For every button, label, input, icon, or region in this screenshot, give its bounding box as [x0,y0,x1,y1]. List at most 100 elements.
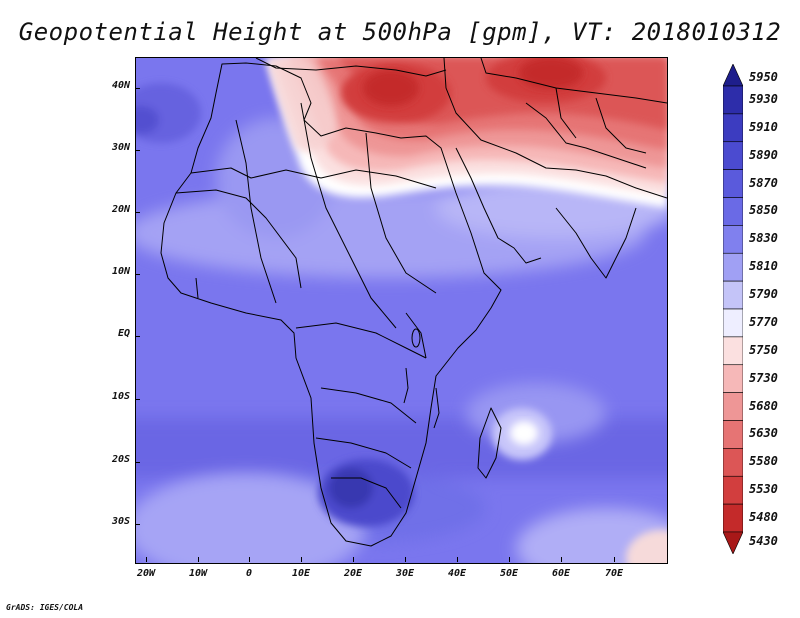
border-southern-b [315,437,412,469]
lon-tick-40e [457,557,458,562]
colorbar-label: 5830 [749,231,778,246]
lake-victoria [411,328,421,348]
border-sahel [190,167,437,189]
border-great-lakes [405,312,427,359]
madagascar-high [492,408,552,460]
lat-tick-20n [135,212,140,213]
colorbar-label: 5950 [749,70,778,85]
lon-label-0: 0 [245,568,253,579]
border-central-b [365,132,437,294]
lake-tanganyika [403,367,409,404]
lat-label-eq: EQ [117,328,130,339]
geopotential-field [136,58,667,563]
colorbar-label: 5810 [749,259,778,274]
border-equatorial [295,322,427,359]
lon-label-10w: 10W [188,568,208,579]
lat-tick-30n [135,150,140,151]
colorbar-label: 5730 [749,370,778,385]
lat-tick-eq [135,336,140,337]
colorbar-label: 5870 [749,175,778,190]
lon-label-40e: 40E [447,568,467,579]
colorbar-segment [723,420,743,449]
border-southern-c [331,477,402,509]
lat-label-10s: 10S [111,391,130,402]
colorbar-segment [723,364,743,393]
lake-volta [195,277,199,299]
border-central-a [300,102,397,329]
lat-label-30n: 30N [111,142,130,153]
colorbar-label: 5930 [749,91,778,106]
red-sea-coast [455,147,542,264]
chart-title: Geopotential Height at 500hPa [gpm], VT:… [18,18,782,46]
mediterranean-north [255,58,447,77]
lat-label-40n: 40N [111,80,130,91]
colorbar-label: 5630 [749,426,778,441]
colorbar-label: 5480 [749,510,778,525]
lon-tick-50e [509,557,510,562]
colorbar-label: 5430 [749,533,778,548]
colorbar-segment [723,169,743,198]
coastlines [160,58,667,547]
lon-tick-60e [561,557,562,562]
arabia-asia-coast [443,58,667,199]
colorbar-segment [723,503,743,533]
colorbar-segment [723,252,743,282]
lon-label-30e: 30E [395,568,415,579]
africa-coastline [160,62,502,547]
border-west-sahara [235,119,277,304]
northern-trough [266,58,667,208]
colorbar-segment [723,308,743,338]
colorbar-label: 5890 [749,147,778,162]
lon-tick-20e [353,557,354,562]
lon-tick-20w [146,557,147,562]
colorbar-segment [723,280,743,310]
colorbar-label: 5750 [749,342,778,357]
border-southern-a [320,387,417,424]
lat-label-30s: 30S [111,516,130,527]
colorbar-segment [723,141,743,170]
colorbar-label: 5580 [749,454,778,469]
colorbar-segment [723,113,743,143]
lon-label-20w: 20W [136,568,156,579]
lat-tick-40n [135,88,140,89]
border-west-africa-a [175,189,302,289]
lat-tick-10s [135,399,140,400]
colorbar-segment [723,197,743,226]
southeast-warm-patch [626,530,667,563]
lon-tick-10e [301,557,302,562]
lat-tick-30s [135,524,140,525]
western-pocket [136,83,201,143]
lon-label-70e: 70E [604,568,624,579]
border-iran [595,97,647,154]
colorbar-label: 5530 [749,482,778,497]
colorbar-label: 5770 [749,314,778,329]
india-coast [555,207,637,279]
lon-tick-30e [405,557,406,562]
lake-malawi [433,387,440,429]
lat-label-20s: 20S [111,454,130,465]
colorbar-segment [723,85,743,115]
colorbar-label: 5910 [749,119,778,134]
colorbar [723,64,743,554]
colorbar-segment [723,392,743,421]
lon-label-60e: 60E [551,568,571,579]
colorbar-segment [723,64,743,87]
border-middle-east [525,102,647,169]
colorbar-segment [723,336,743,366]
lat-label-20n: 20N [111,204,130,215]
lat-tick-20s [135,462,140,463]
madagascar-coast [477,407,502,479]
colorbar-label: 5850 [749,203,778,218]
lon-tick-0 [249,557,250,562]
lat-tick-10n [135,274,140,275]
colorbar-label: 5790 [749,287,778,302]
colorbar-segments [723,64,743,554]
south-africa-pocket [318,459,414,527]
lon-tick-70e [614,557,615,562]
lon-tick-10w [198,557,199,562]
lon-label-20e: 20E [343,568,363,579]
border-persian-gulf [555,87,577,139]
lon-label-50e: 50E [499,568,519,579]
lat-label-10n: 10N [111,266,130,277]
map-panel [135,57,668,564]
